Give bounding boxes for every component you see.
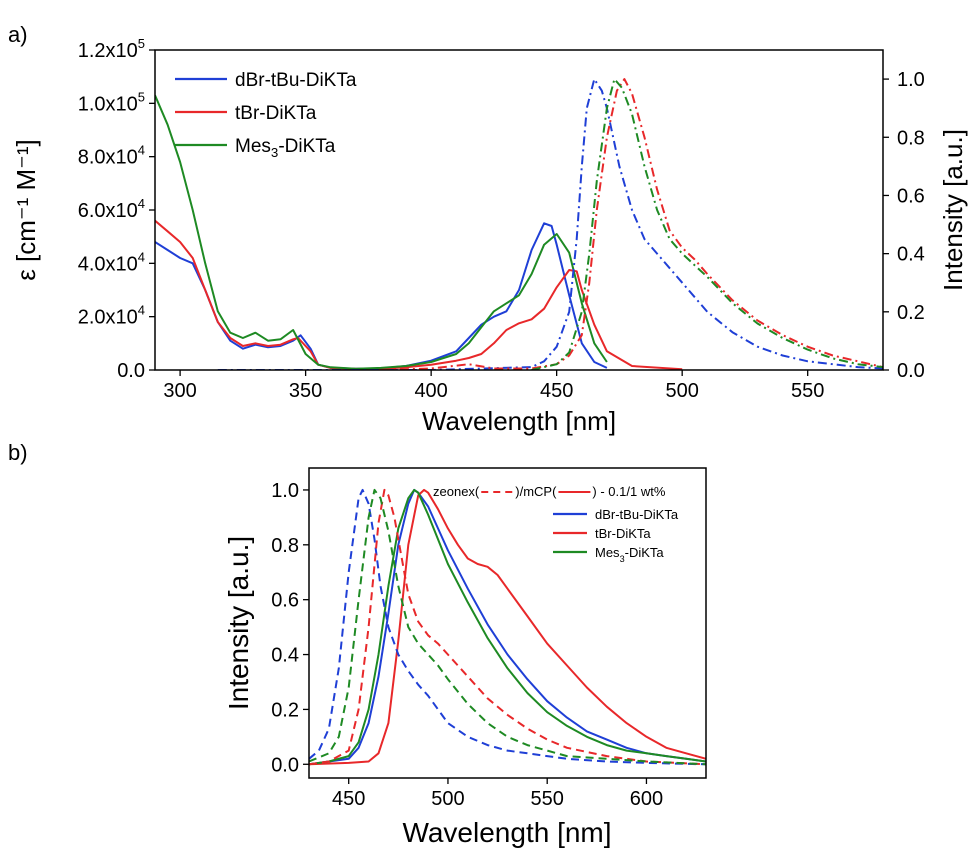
x-tick-label: 550 (531, 788, 564, 810)
y-tick-label: 6.0x104 (78, 196, 145, 222)
panel-a-y-axis-title-right: Intensity [a.u.] (938, 129, 968, 291)
panel-a-frame (154, 49, 884, 371)
panel-b-label: b) (8, 440, 28, 465)
legend-label: tBr-DiKTa (595, 526, 651, 541)
y-tick-label: 0.0 (117, 360, 145, 382)
legend-label: Mes3-DiKTa (235, 136, 336, 160)
series-line-mes3-dikta-zeonex (309, 488, 706, 766)
y-right-tick-label: 0.2 (897, 302, 925, 324)
x-tick-label: 550 (791, 380, 824, 402)
panel-b-legend: zeonex( )/mCP( ) - 0.1/1 wt% dBr-tBu-DiKTa t… (433, 484, 679, 564)
panel-b-frame (308, 467, 707, 779)
panel-b-x-axis-title: Wavelength [nm] (402, 817, 611, 848)
x-tick-label: 600 (630, 788, 663, 810)
series-line-dbr-tbu-dikta-absorption (155, 222, 608, 370)
x-tick-label: 400 (414, 380, 447, 402)
panel-a: a) 300 350 400 450 500 550 0.0 2.0x104 4.0x104 6… (8, 22, 968, 436)
panel-b-y-ticks: 0.0 0.2 0.4 0.6 0.8 1.0 (271, 480, 309, 776)
series-line-mes3-dikta-absorption (155, 94, 608, 370)
y-tick-label: 2.0x104 (78, 303, 145, 329)
y-tick-label: 1.2x105 (78, 36, 145, 62)
y-tick-label: 1.0 (271, 480, 299, 502)
series-line-mes3-dikta-emission (531, 78, 883, 370)
x-tick-label: 450 (540, 380, 573, 402)
y-right-tick-label: 1.0 (897, 69, 925, 91)
series-line-tbr-dikta-emission (380, 78, 883, 370)
panel-b: b) 450 500 550 600 0.0 0.2 0.4 0.6 0.8 1.0 Wavel… (8, 440, 707, 848)
legend-label: dBr-tBu-DiKTa (595, 507, 679, 522)
y-tick-label: 1.0x105 (78, 89, 145, 115)
panel-a-x-ticks: 300 350 400 450 500 550 (163, 370, 824, 402)
x-tick-label: 300 (163, 380, 196, 402)
y-right-tick-label: 0.0 (897, 360, 925, 382)
series-line-dbr-tbu-dikta-zeonex (309, 488, 706, 766)
legend-header-concentration: ) - 0.1/1 wt% (592, 484, 665, 499)
panel-b-series (309, 488, 706, 766)
series-line-dbr-tbu-dikta-mCP (309, 488, 706, 766)
x-tick-label: 500 (665, 380, 698, 402)
series-line-dbr-tbu-dikta-emission (217, 78, 883, 370)
legend-label: Mes3-DiKTa (595, 545, 664, 564)
panel-a-label: a) (8, 22, 28, 47)
panel-b-x-ticks: 450 500 550 600 (332, 778, 663, 810)
panel-a-legend: dBr-tBu-DiKTa tBr-DiKTa Mes3-DiKTa (175, 70, 357, 160)
panel-b-y-axis-title: Intensity [a.u.] (223, 536, 254, 710)
panel-a-series (155, 78, 883, 370)
series-line-tbr-dikta-mCP (309, 488, 706, 766)
y-tick-label: 0.8 (271, 535, 299, 557)
y-tick-label: 0.2 (271, 699, 299, 721)
panel-a-y-ticks: 0.0 2.0x104 4.0x104 6.0x104 8.0x104 1.0x105 1.… (78, 36, 155, 382)
panel-a-x-axis-title: Wavelength [nm] (422, 406, 616, 436)
y-right-tick-label: 0.6 (897, 185, 925, 207)
series-line-tbr-dikta-absorption (155, 219, 683, 370)
legend-header-mcp: )/mCP( (515, 484, 557, 499)
x-tick-label: 350 (289, 380, 322, 402)
y-right-tick-label: 0.8 (897, 127, 925, 149)
legend-label: dBr-tBu-DiKTa (235, 70, 357, 91)
legend-label: tBr-DiKTa (235, 103, 317, 124)
x-tick-label: 500 (431, 788, 464, 810)
y-tick-label: 0.6 (271, 590, 299, 612)
x-tick-label: 450 (332, 788, 365, 810)
y-tick-label: 8.0x104 (78, 143, 145, 169)
y-tick-label: 4.0x104 (78, 249, 145, 275)
y-tick-label: 0.0 (271, 754, 299, 776)
panel-a-y-axis-title: ε [cm⁻¹ M⁻¹] (11, 139, 41, 281)
y-right-tick-label: 0.4 (897, 244, 925, 266)
series-line-mes3-dikta-mCP (309, 488, 706, 766)
legend-header-zeonex: zeonex( (433, 484, 480, 499)
y-tick-label: 0.4 (271, 645, 299, 667)
panel-a-y-ticks-right: 0.0 0.2 0.4 0.6 0.8 1.0 (883, 69, 925, 382)
